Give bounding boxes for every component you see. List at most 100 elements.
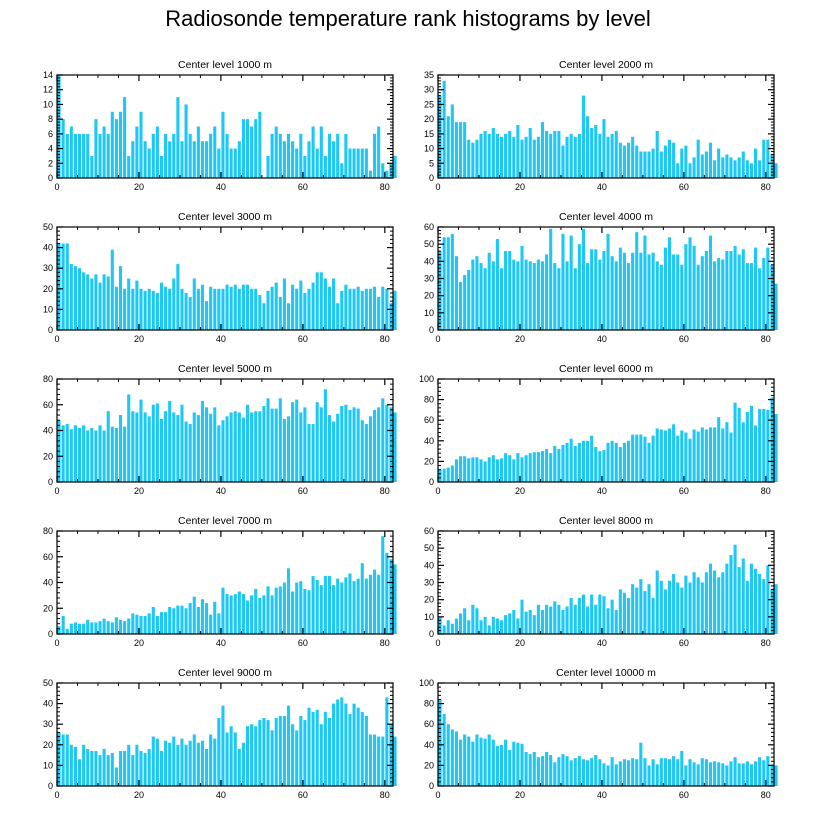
- bar: [164, 411, 168, 482]
- panel-title: Center level 4000 m: [559, 211, 653, 223]
- x-tick-label: 60: [298, 486, 308, 496]
- y-tick-label: 30: [424, 578, 434, 588]
- y-tick-label: 80: [424, 395, 434, 405]
- bar: [762, 579, 766, 634]
- x-tick-label: 20: [134, 790, 144, 800]
- bar: [205, 301, 209, 330]
- y-tick-label: 0: [48, 629, 53, 639]
- bar: [749, 764, 754, 786]
- x-tick-label: 40: [597, 486, 607, 496]
- bar: [262, 595, 266, 635]
- x-tick-label: 60: [679, 486, 689, 496]
- bar: [159, 418, 164, 482]
- bar: [299, 581, 303, 634]
- x-tick-label: 40: [216, 486, 226, 496]
- bar: [520, 139, 524, 178]
- x-tick-label: 40: [597, 334, 607, 344]
- bar: [356, 408, 360, 482]
- bar: [77, 427, 82, 482]
- x-tick-label: 60: [298, 182, 308, 192]
- y-tick-label: 40: [424, 256, 434, 266]
- bar: [266, 586, 270, 634]
- bar: [110, 753, 114, 786]
- bar: [315, 579, 319, 634]
- x-tick-label: 80: [380, 182, 390, 192]
- y-tick-label: 0: [48, 477, 53, 487]
- bar: [463, 122, 467, 178]
- bar: [667, 759, 672, 786]
- bar: [713, 761, 717, 786]
- bar: [233, 148, 237, 178]
- bar: [196, 742, 200, 786]
- bar: [188, 133, 192, 178]
- bar: [442, 625, 446, 634]
- bar: [86, 274, 90, 330]
- bar: [250, 126, 254, 178]
- bar: [467, 458, 471, 482]
- bar: [577, 442, 581, 482]
- bar: [360, 148, 364, 178]
- bar: [196, 288, 200, 330]
- bar: [774, 283, 778, 330]
- bar: [651, 435, 655, 482]
- bar: [139, 750, 143, 786]
- bar: [774, 584, 778, 634]
- bar: [245, 284, 250, 330]
- panel-title: Center level 6000 m: [559, 363, 653, 375]
- bar: [581, 759, 586, 786]
- x-tick-label: 20: [515, 486, 525, 496]
- y-tick-label: 50: [424, 239, 434, 249]
- y-tick-label: 30: [424, 274, 434, 284]
- y-tick-label: 10: [43, 760, 53, 770]
- bar: [291, 402, 295, 482]
- bar: [311, 126, 315, 178]
- bar: [180, 141, 184, 178]
- bar: [57, 732, 61, 786]
- bar: [450, 729, 454, 786]
- bar: [131, 755, 135, 786]
- bar: [344, 133, 348, 178]
- histogram-panel-5: Center level 5000 m 0 20 40 60 80 0 20 40 60 80: [43, 363, 397, 496]
- x-tick-label: 20: [134, 486, 144, 496]
- y-tick-label: 50: [43, 678, 53, 688]
- bar: [622, 252, 626, 330]
- bar: [389, 559, 393, 634]
- bar: [143, 412, 147, 482]
- bar: [475, 139, 479, 178]
- bar: [57, 75, 61, 178]
- bar: [233, 732, 237, 786]
- bar: [303, 407, 307, 482]
- bar: [94, 119, 98, 178]
- bar: [245, 726, 250, 786]
- bar: [98, 282, 102, 330]
- bar: [561, 609, 565, 634]
- bar: [581, 228, 586, 330]
- histogram-panel-6: Center level 6000 m 0 20 40 60 80 0 20 40 60 80 100: [419, 363, 778, 496]
- bar: [176, 744, 180, 786]
- y-tick-label: 20: [424, 595, 434, 605]
- bar: [336, 133, 340, 178]
- bar: [684, 145, 688, 178]
- bar: [77, 759, 82, 786]
- bar: [278, 586, 282, 634]
- bar: [586, 116, 590, 178]
- bar: [643, 235, 647, 330]
- bar: [303, 588, 307, 634]
- plot-frame: [437, 682, 775, 787]
- x-tick-label: 40: [597, 790, 607, 800]
- bar: [487, 734, 491, 786]
- bar: [688, 163, 692, 178]
- bar: [131, 411, 135, 482]
- bar: [663, 145, 667, 178]
- bar: [626, 440, 631, 482]
- bar: [524, 752, 528, 786]
- bar: [618, 247, 622, 330]
- y-tick-label: 60: [424, 222, 434, 232]
- bar: [147, 148, 151, 178]
- bar: [274, 587, 278, 634]
- bar: [364, 715, 368, 786]
- bar: [754, 148, 758, 178]
- bar: [61, 425, 65, 482]
- bar: [479, 737, 483, 786]
